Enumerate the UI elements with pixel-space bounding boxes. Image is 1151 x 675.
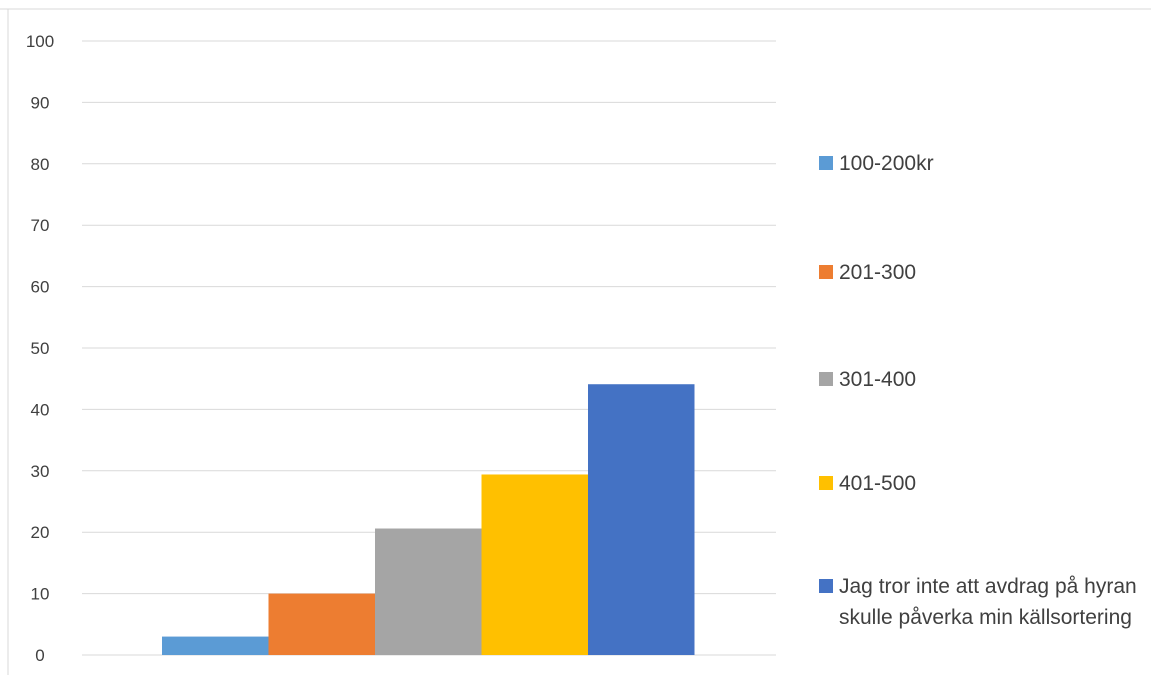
y-tick-label: 50 [31, 339, 50, 358]
y-tick-label: 0 [35, 646, 44, 665]
y-tick-label: 20 [31, 523, 50, 542]
legend-label-5: Jag tror inte att avdrag på hyran skulle … [839, 575, 1137, 629]
legend-swatch-1 [819, 156, 833, 170]
bar-2 [268, 593, 375, 655]
bars [162, 384, 695, 655]
y-tick-label: 30 [31, 462, 50, 481]
y-tick-label: 70 [31, 216, 50, 235]
y-tick-label: 40 [31, 400, 50, 419]
legend: 100-200kr 201-300 301-400 401-500 Jag tror i… [819, 152, 1137, 629]
legend-swatch-3 [819, 372, 833, 386]
legend-label-4: 401-500 [839, 472, 916, 495]
y-tick-label: 100 [26, 32, 54, 51]
y-tick-label: 10 [31, 585, 50, 604]
legend-swatch-4 [819, 476, 833, 490]
y-tick-label: 90 [31, 93, 50, 112]
legend-swatch-2 [819, 265, 833, 279]
bar-1 [162, 636, 269, 655]
legend-label-3: 301-400 [839, 368, 916, 391]
bar-5 [588, 384, 695, 655]
bar-3 [375, 528, 482, 655]
legend-swatch-5 [819, 579, 833, 593]
y-tick-label: 80 [31, 155, 50, 174]
y-axis-tick-labels: 0 10 20 30 40 50 60 70 80 90 100 [26, 32, 54, 665]
legend-label-2: 201-300 [839, 261, 916, 284]
bar-4 [481, 474, 588, 655]
legend-label-1: 100-200kr [839, 152, 934, 175]
y-tick-label: 60 [31, 278, 50, 297]
